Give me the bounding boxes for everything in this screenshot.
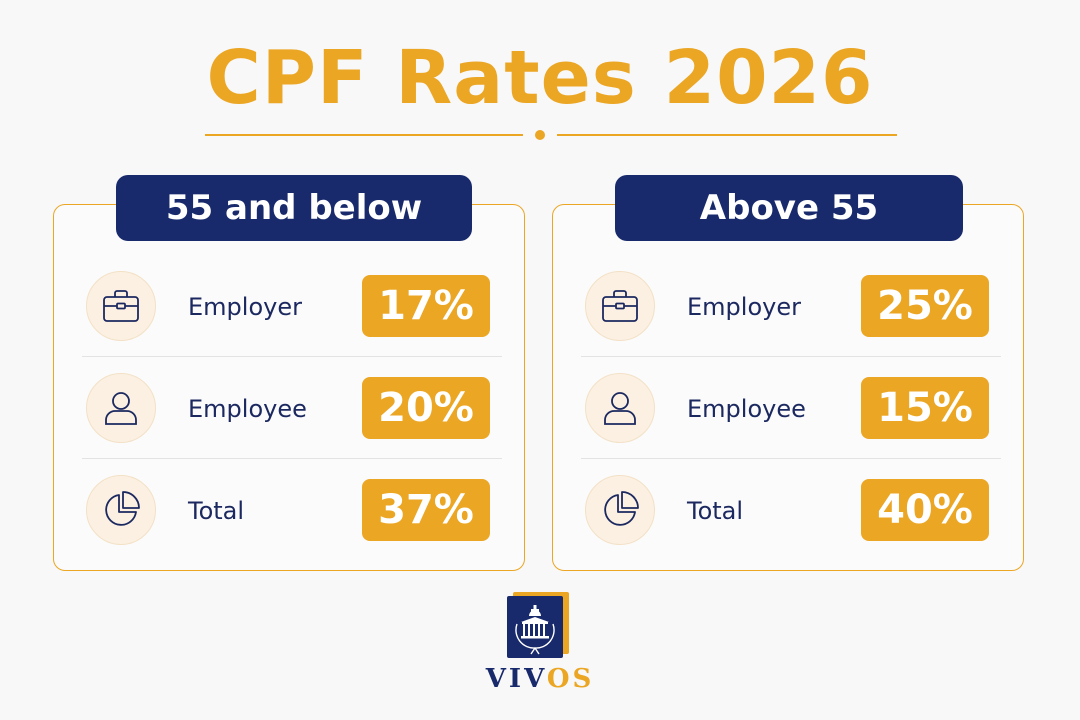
row-label: Employee [687,395,806,423]
row-divider [581,458,1001,459]
brand-name-accent: OS [546,664,595,694]
row-label: Employer [188,293,302,321]
title-rule-left [205,134,523,136]
rate-badge: 15% [861,377,989,439]
row-label: Employee [188,395,307,423]
rate-badge: 37% [362,479,490,541]
rate-row-total: Total 37% [82,461,502,561]
briefcase-icon [585,271,655,341]
rate-badge: 25% [861,275,989,337]
pie-chart-icon [86,475,156,545]
row-label: Total [188,497,245,525]
rate-row-total: Total 40% [581,461,1001,561]
title-rule-dot [535,130,545,140]
pie-chart-icon [585,475,655,545]
user-icon [585,373,655,443]
user-icon [86,373,156,443]
panel-above-55: Above 55 Employer 25% Employee 15% [552,175,1024,571]
brand-name-main: VIV [485,664,547,694]
panel-55-and-below: 55 and below Employer 17% Employee 20% [53,175,525,571]
rate-badge: 17% [362,275,490,337]
rate-badge: 40% [861,479,989,541]
briefcase-icon [86,271,156,341]
panel-header: 55 and below [116,175,472,241]
row-label: Employer [687,293,801,321]
row-label: Total [687,497,744,525]
panel-header: Above 55 [615,175,963,241]
title-rule-right [557,134,897,136]
row-divider [581,356,1001,357]
page-title: CPF Rates 2026 [206,35,874,121]
rate-row-employer: Employer 17% [82,257,502,357]
rate-row-employer: Employer 25% [581,257,1001,357]
rate-badge: 20% [362,377,490,439]
row-divider [82,458,502,459]
building-logo-icon [507,592,569,660]
brand-wordmark: VIVOS [0,664,1080,694]
rate-row-employee: Employee 20% [82,359,502,459]
row-divider [82,356,502,357]
rate-row-employee: Employee 15% [581,359,1001,459]
